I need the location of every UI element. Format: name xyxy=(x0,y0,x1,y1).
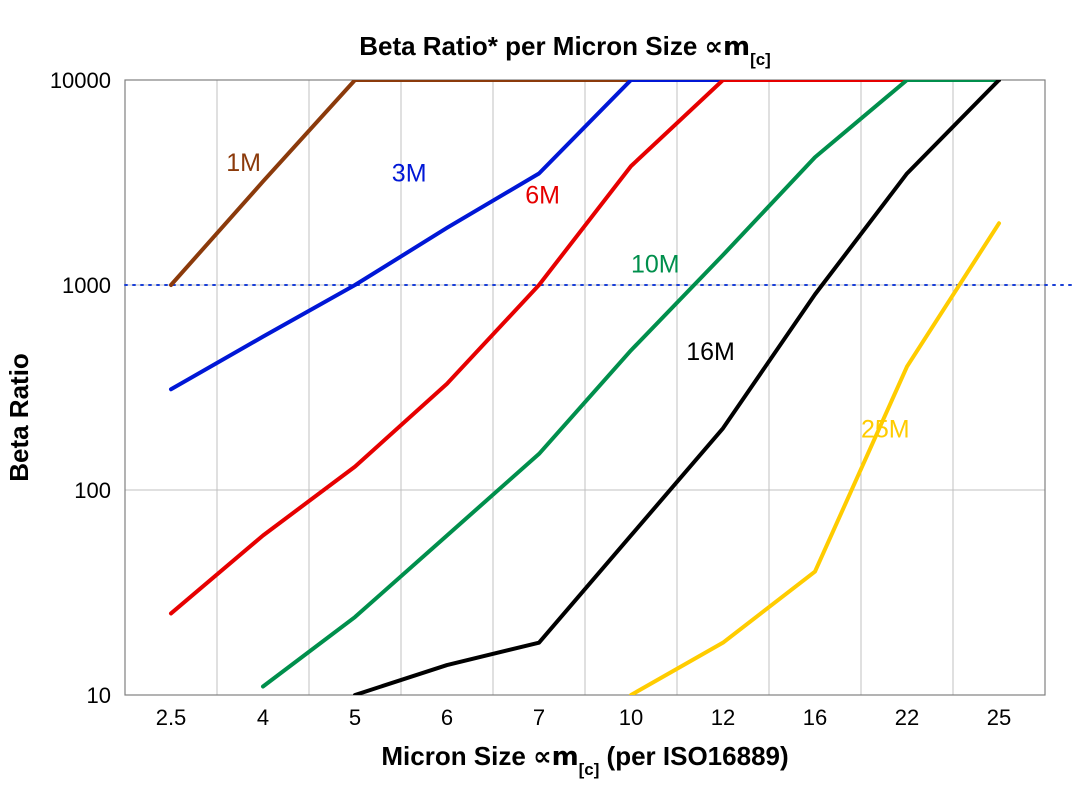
y-axis-label: Beta Ratio xyxy=(4,353,34,482)
x-tick-label: 6 xyxy=(441,705,453,730)
y-tick-label: 10000 xyxy=(50,68,111,93)
series-label-3M: 3M xyxy=(392,159,427,187)
series-label-10M: 10M xyxy=(631,251,680,279)
x-tick-label: 12 xyxy=(711,705,735,730)
x-tick-label: 5 xyxy=(349,705,361,730)
chart-root: 1M 3M 6M 10M 16M 25M 10 100 1000 10000 2.5 4 5 6 7 10 12… xyxy=(0,0,1084,798)
series-label-16M: 16M xyxy=(686,338,735,366)
y-tick-label: 100 xyxy=(74,478,111,503)
x-tick-label: 2.5 xyxy=(156,705,187,730)
y-tick-label: 1000 xyxy=(62,273,111,298)
x-tick-label: 4 xyxy=(257,705,269,730)
x-tick-label: 10 xyxy=(619,705,643,730)
series-label-25M: 25M xyxy=(861,416,910,444)
x-tick-label: 22 xyxy=(895,705,919,730)
x-tick-label: 25 xyxy=(987,705,1011,730)
x-tick-label: 16 xyxy=(803,705,827,730)
series-label-1M: 1M xyxy=(226,149,261,177)
series-label-6M: 6M xyxy=(525,181,560,209)
y-tick-label: 10 xyxy=(87,683,111,708)
beta-ratio-chart: 1M 3M 6M 10M 16M 25M 10 100 1000 10000 2.5 4 5 6 7 10 12… xyxy=(0,0,1084,798)
x-tick-label: 7 xyxy=(533,705,545,730)
